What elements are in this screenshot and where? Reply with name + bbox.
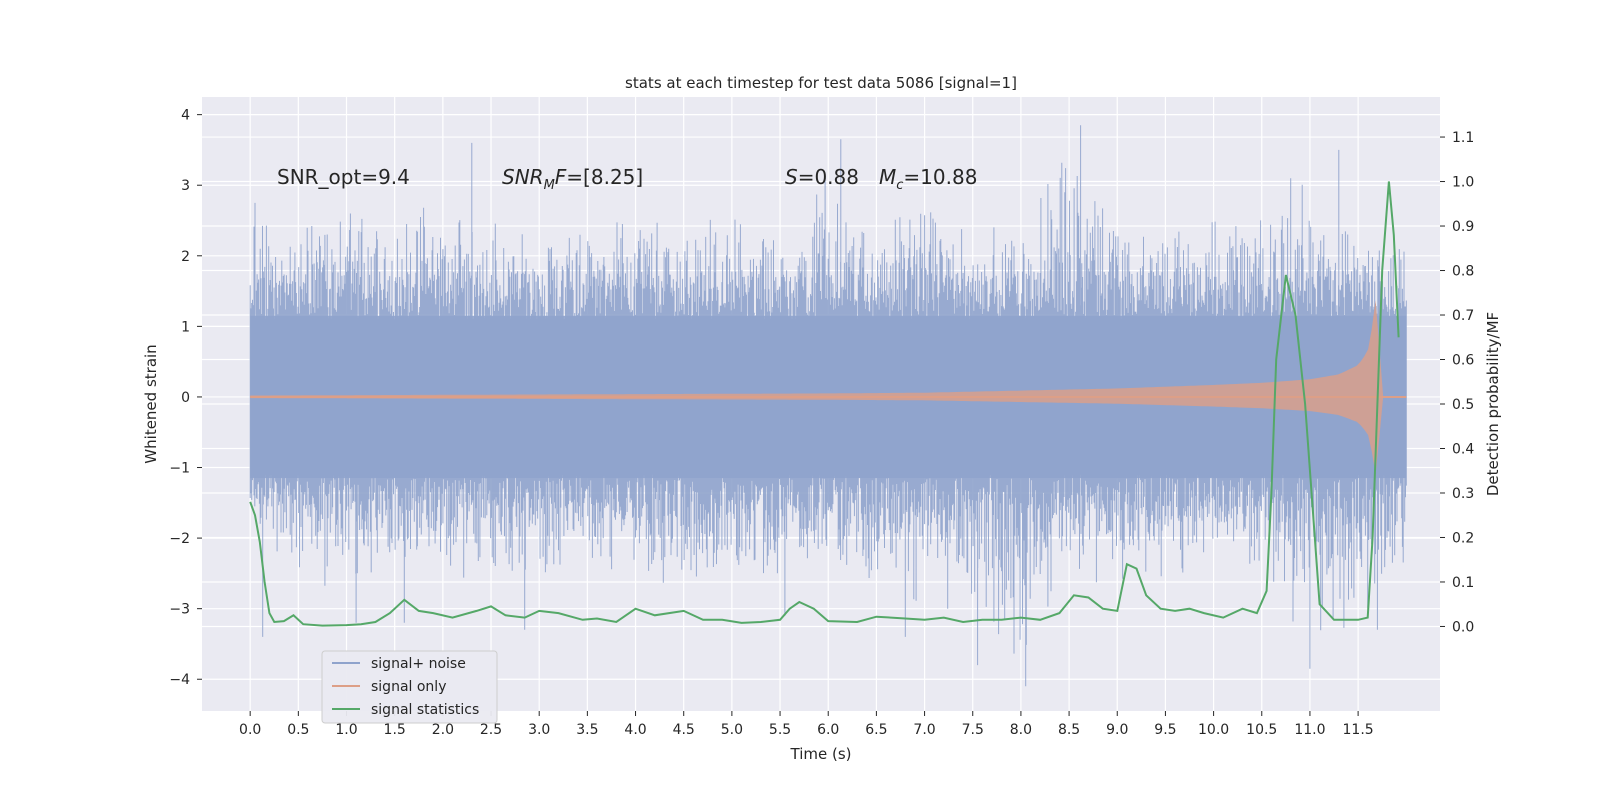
x-tick-label: 9.5 <box>1154 722 1176 738</box>
legend-box <box>321 650 498 724</box>
s-annotation: S=0.88 <box>785 165 859 189</box>
x-tick-label: 10.5 <box>1246 722 1277 738</box>
chart-title: stats at each timestep for test data 508… <box>625 74 1017 92</box>
x-tick-label: 7.0 <box>913 722 935 738</box>
signal-only-layer <box>250 300 1407 475</box>
x-tick-label: 4.5 <box>673 722 695 738</box>
y2-tick-label: 0.2 <box>1452 530 1474 546</box>
y2-axis-label: Detection probability/MF <box>1484 312 1502 496</box>
y-tick-label: 1 <box>181 319 190 335</box>
y2-tick-label: 1.0 <box>1452 175 1474 191</box>
y2-tick-label: 0.9 <box>1452 219 1474 235</box>
legend: signal+ noise signal only signal statist… <box>321 650 498 724</box>
x-tick-label: 3.5 <box>576 722 598 738</box>
legend-label-signal-only: signal only <box>371 679 446 695</box>
x-tick-label: 6.5 <box>865 722 887 738</box>
ticks-layer: 0.0 0.5 1.0 1.5 2.0 2.5 3.0 3.5 4.0 4.5 5.0 5.5 6.0 6… <box>169 108 1474 738</box>
y2-tick-label: 0.4 <box>1452 441 1474 457</box>
x-tick-label: 10.0 <box>1198 722 1229 738</box>
y-tick-label: −3 <box>169 602 190 618</box>
x-tick-label: 2.5 <box>480 722 502 738</box>
x-tick-label: 5.5 <box>769 722 791 738</box>
x-tick-label: 2.0 <box>432 722 454 738</box>
y2-tick-label: 1.1 <box>1452 130 1474 146</box>
snr-mf-annotation: SNRMF=[8.25] <box>502 165 643 193</box>
x-tick-label: 1.5 <box>384 722 406 738</box>
signal-only-band <box>250 300 1384 475</box>
y-tick-label: 3 <box>181 178 190 194</box>
x-tick-label: 9.0 <box>1106 722 1128 738</box>
x-tick-label: 8.0 <box>1010 722 1032 738</box>
x-tick-label: 11.0 <box>1294 722 1325 738</box>
x-tick-label: 0.5 <box>287 722 309 738</box>
x-tick-label: 3.0 <box>528 722 550 738</box>
signal-statistics-layer <box>249 181 1400 627</box>
x-tick-label: 11.5 <box>1343 722 1374 738</box>
y-tick-label: −1 <box>169 461 190 477</box>
y-tick-label: −2 <box>169 531 190 547</box>
mc-annotation: Mc=10.88 <box>879 165 977 193</box>
y2-tick-label: 0.5 <box>1452 397 1474 413</box>
x-tick-label: 5.0 <box>721 722 743 738</box>
x-tick-label: 6.0 <box>817 722 839 738</box>
y2-tick-label: 0.6 <box>1452 353 1474 369</box>
y2-tick-label: 0.7 <box>1452 308 1474 324</box>
y2-tick-label: 0.0 <box>1452 619 1474 635</box>
y-axis-label: Whitened strain <box>142 344 160 463</box>
y2-tick-label: 0.1 <box>1452 575 1474 591</box>
y-tick-label: 2 <box>181 249 190 265</box>
x-axis-label: Time (s) <box>790 745 852 763</box>
y2-tick-label: 0.8 <box>1452 264 1474 280</box>
x-tick-label: 1.0 <box>335 722 357 738</box>
y-tick-label: 4 <box>181 108 190 124</box>
legend-label-signal-noise: signal+ noise <box>371 656 466 672</box>
y2-tick-label: 0.3 <box>1452 486 1474 502</box>
y-tick-label: −4 <box>169 672 190 688</box>
signal-statistics-line <box>249 181 1400 627</box>
y-tick-label: 0 <box>181 390 190 406</box>
legend-label-signal-statistics: signal statistics <box>371 702 479 718</box>
x-tick-label: 7.5 <box>962 722 984 738</box>
x-tick-label: 8.5 <box>1058 722 1080 738</box>
x-tick-label: 4.0 <box>624 722 646 738</box>
snr-opt-annotation: SNR_opt=9.4 <box>277 165 410 189</box>
x-tick-label: 0.0 <box>239 722 261 738</box>
